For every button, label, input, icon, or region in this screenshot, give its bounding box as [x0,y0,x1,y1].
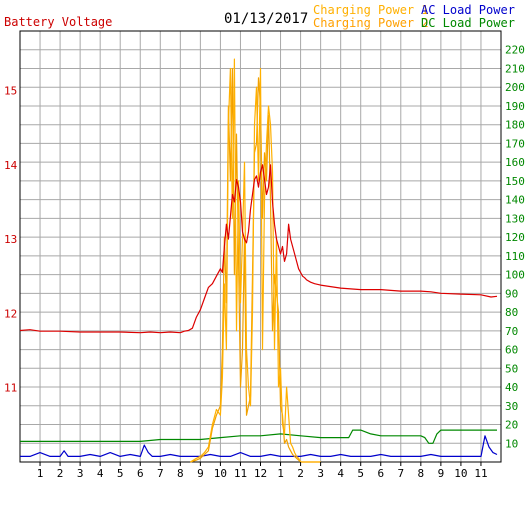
right-tick-label: 100 [505,269,525,282]
legend-dc-load-power: DC Load Power [421,16,515,30]
legend-ac-load-power: AC Load Power [421,3,515,17]
x-tick-label: 9 [438,467,445,480]
x-tick-label: 3 [317,467,324,480]
right-tick-label: 60 [505,344,518,357]
x-tick-label: 5 [117,467,124,480]
series-group [19,58,498,463]
x-tick-label: 4 [97,467,104,480]
x-tick-label: 9 [197,467,204,480]
right-tick-label: 220 [505,44,525,57]
series-line-charging-power-2 [190,67,321,463]
chart-date: 01/13/2017 [224,11,308,27]
x-tick-label: 10 [454,467,467,480]
x-tick-label: 1 [37,467,44,480]
series-line-dc-load-power [20,429,497,444]
x-tick-label: 4 [337,467,344,480]
right-tick-label: 10 [505,437,518,450]
tick-labels: 1 2 3 4 5 6 7 8 9 10 11 12 1 2 3 4 5 6 7 8 9 10 11111213141510… [4,44,525,480]
left-tick-label: 15 [4,84,17,97]
x-tick-label: 6 [377,467,384,480]
right-tick-label: 70 [505,325,518,338]
x-tick-label: 11 [474,467,487,480]
series-line-charging-power-1 [190,58,321,463]
series-line-battery-voltage [19,164,498,334]
x-tick-label: 8 [418,467,425,480]
right-tick-label: 130 [505,212,525,225]
right-tick-label: 210 [505,62,525,75]
left-tick-label: 12 [4,307,17,320]
x-tick-label: 5 [357,467,364,480]
right-tick-label: 180 [505,119,525,132]
right-tick-label: 200 [505,81,525,94]
right-tick-label: 170 [505,137,525,150]
left-tick-label: 14 [4,159,18,172]
right-tick-label: 30 [505,400,518,413]
x-tick-label: 1 [277,467,284,480]
legend-charging-power-1: Charging Power 1 [313,3,429,17]
left-axis-label: Battery Voltage [4,15,112,29]
x-tick-label: 10 [214,467,227,480]
x-tick-label: 7 [397,467,404,480]
right-tick-label: 120 [505,231,525,244]
right-tick-label: 50 [505,362,518,375]
right-tick-label: 140 [505,194,525,207]
right-tick-label: 20 [505,419,518,432]
legend-charging-power-2: Charging Power 2 [313,16,429,30]
series-line-ac-load-power [20,435,498,457]
x-tick-label: 7 [157,467,164,480]
right-tick-label: 110 [505,250,525,263]
x-tick-label: 8 [177,467,184,480]
left-tick-label: 13 [4,233,17,246]
x-tick-label: 12 [254,467,267,480]
x-tick-label: 3 [77,467,84,480]
x-tick-label: 6 [137,467,144,480]
left-tick-label: 11 [4,382,17,395]
right-tick-label: 190 [505,100,525,113]
right-tick-label: 90 [505,287,518,300]
right-tick-label: 150 [505,175,525,188]
right-tick-label: 80 [505,306,518,319]
right-tick-label: 40 [505,381,518,394]
x-tick-label: 11 [234,467,247,480]
grid [20,31,501,462]
x-tick-label: 2 [57,467,64,480]
right-tick-label: 160 [505,156,525,169]
x-tick-label: 2 [297,467,304,480]
